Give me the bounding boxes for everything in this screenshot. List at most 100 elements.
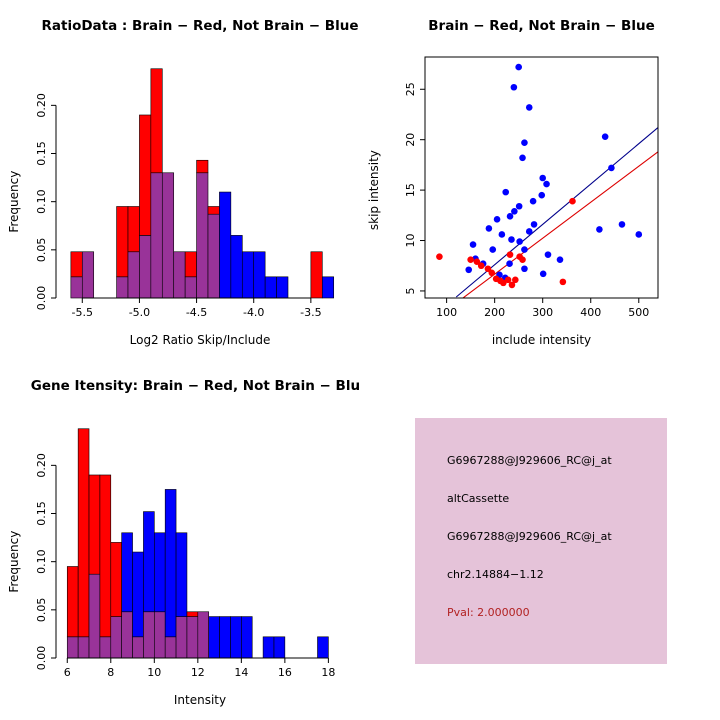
bar-blue	[230, 235, 243, 299]
bar-overlap	[110, 616, 122, 659]
info-box: G6967288@J929606_RC@j_at altCassette G69…	[415, 418, 667, 664]
scatter-point	[493, 216, 501, 223]
pval-text: Pval: 2.000000	[447, 606, 530, 619]
scatter-point	[477, 262, 485, 270]
scatter-point	[559, 278, 567, 286]
bar-overlap	[81, 251, 95, 299]
scatter-point	[569, 197, 576, 205]
scatter-point	[519, 154, 526, 162]
scatter-points-blue	[465, 63, 643, 282]
scatter-point	[618, 221, 626, 228]
bar-red	[310, 251, 323, 299]
svg-text:500: 500	[628, 306, 649, 319]
y-axis: 5 10 15 20 25	[404, 82, 425, 294]
scatter-point	[525, 104, 533, 111]
bar-overlap	[173, 251, 186, 299]
locus-label: chr2.14884−1.12	[447, 568, 544, 581]
bar-overlap	[150, 172, 163, 299]
bar-blue	[219, 616, 231, 659]
panel-intensity-scatter: Brain − Red, Not Brain − Blue 100 200 300 40…	[360, 0, 720, 360]
scatter-point	[504, 276, 512, 284]
bar-overlap	[186, 616, 199, 659]
scatter-point	[512, 276, 519, 284]
bar-blue	[262, 636, 275, 659]
bar-blue	[175, 532, 188, 617]
scatter-point	[530, 221, 538, 228]
svg-text:5: 5	[404, 287, 417, 294]
scatter-point	[500, 279, 507, 287]
bar-blue	[230, 616, 242, 659]
svg-text:20: 20	[404, 133, 417, 147]
scatter-points-red	[436, 197, 576, 289]
svg-text:0.05: 0.05	[35, 238, 48, 263]
svg-text:0.15: 0.15	[35, 501, 48, 526]
scatter-point	[508, 281, 516, 289]
scatter-point	[521, 139, 528, 147]
bar-red	[77, 428, 90, 638]
bar-blue	[121, 532, 133, 613]
bar-red	[127, 206, 140, 253]
bar-overlap	[175, 616, 188, 659]
scatter-point	[485, 225, 493, 232]
svg-text:0.20: 0.20	[35, 93, 48, 118]
bar-blue	[317, 636, 329, 659]
svg-text:300: 300	[532, 306, 553, 319]
bar-red	[184, 251, 197, 278]
x-axis: 100 200 300 400 500	[436, 298, 649, 319]
scatter-point	[519, 256, 526, 263]
bar-red	[110, 542, 122, 617]
bar-overlap	[164, 636, 177, 659]
bar-overlap	[184, 276, 197, 299]
scatter-point	[608, 164, 615, 172]
scatter-point	[506, 260, 513, 268]
scatter-point	[539, 270, 547, 278]
scatter-point	[539, 174, 547, 182]
x-axis-label: include intensity	[492, 333, 591, 347]
scatter-point	[544, 251, 552, 258]
svg-text:0.05: 0.05	[35, 598, 48, 623]
scatter-point	[525, 228, 533, 235]
bar-overlap	[127, 251, 140, 299]
bar-red	[99, 474, 112, 638]
bar-blue	[164, 489, 177, 638]
svg-text:-4.5: -4.5	[186, 306, 207, 319]
chart-title: Gene Itensity: Brain − Red, Not Brain − …	[31, 378, 360, 394]
svg-text:18: 18	[321, 666, 335, 679]
bar-overlap	[139, 235, 152, 299]
svg-text:400: 400	[580, 306, 601, 319]
bar-red	[186, 611, 199, 617]
panel-info: G6967288@J929606_RC@j_at altCassette G69…	[360, 360, 720, 720]
bar-blue	[132, 551, 144, 638]
svg-text:0.20: 0.20	[35, 453, 48, 478]
scatter-point	[521, 246, 528, 253]
svg-text:0.00: 0.00	[35, 646, 48, 671]
svg-text:25: 25	[404, 82, 417, 96]
bar-red	[150, 68, 163, 174]
svg-text:0.15: 0.15	[35, 141, 48, 166]
scatter-point	[538, 191, 546, 199]
svg-text:15: 15	[404, 183, 417, 197]
bar-overlap	[143, 611, 155, 659]
x-axis: -5.5 -5.0 -4.5 -4.0 -3.5	[72, 297, 322, 319]
svg-text:16: 16	[278, 666, 292, 679]
bar-blue	[276, 276, 289, 299]
scatter-point	[436, 253, 443, 260]
bar-overlap	[66, 636, 79, 659]
bar-blue	[219, 191, 232, 299]
bar-red	[70, 251, 83, 278]
bar-red	[196, 159, 209, 174]
bar-blue	[143, 511, 155, 613]
histogram-bars	[66, 428, 329, 659]
svg-text:0.00: 0.00	[35, 286, 48, 311]
scatter-point	[498, 231, 506, 238]
panel-ratio-histogram: RatioData : Brain − Red, Not Brain − Blu…	[0, 0, 360, 360]
bar-overlap	[154, 611, 166, 659]
chart-title: RatioData : Brain − Red, Not Brain − Blu…	[41, 18, 358, 34]
scatter-point	[473, 258, 481, 265]
x-axis: 6 8 10 12 14 16 18	[64, 657, 335, 679]
svg-text:200: 200	[484, 306, 505, 319]
ratio-histogram-chart: RatioData : Brain − Red, Not Brain − Blu…	[7, 18, 359, 347]
bar-blue	[241, 616, 253, 659]
bar-blue	[154, 532, 166, 613]
y-axis-label: skip intensity	[367, 150, 381, 230]
